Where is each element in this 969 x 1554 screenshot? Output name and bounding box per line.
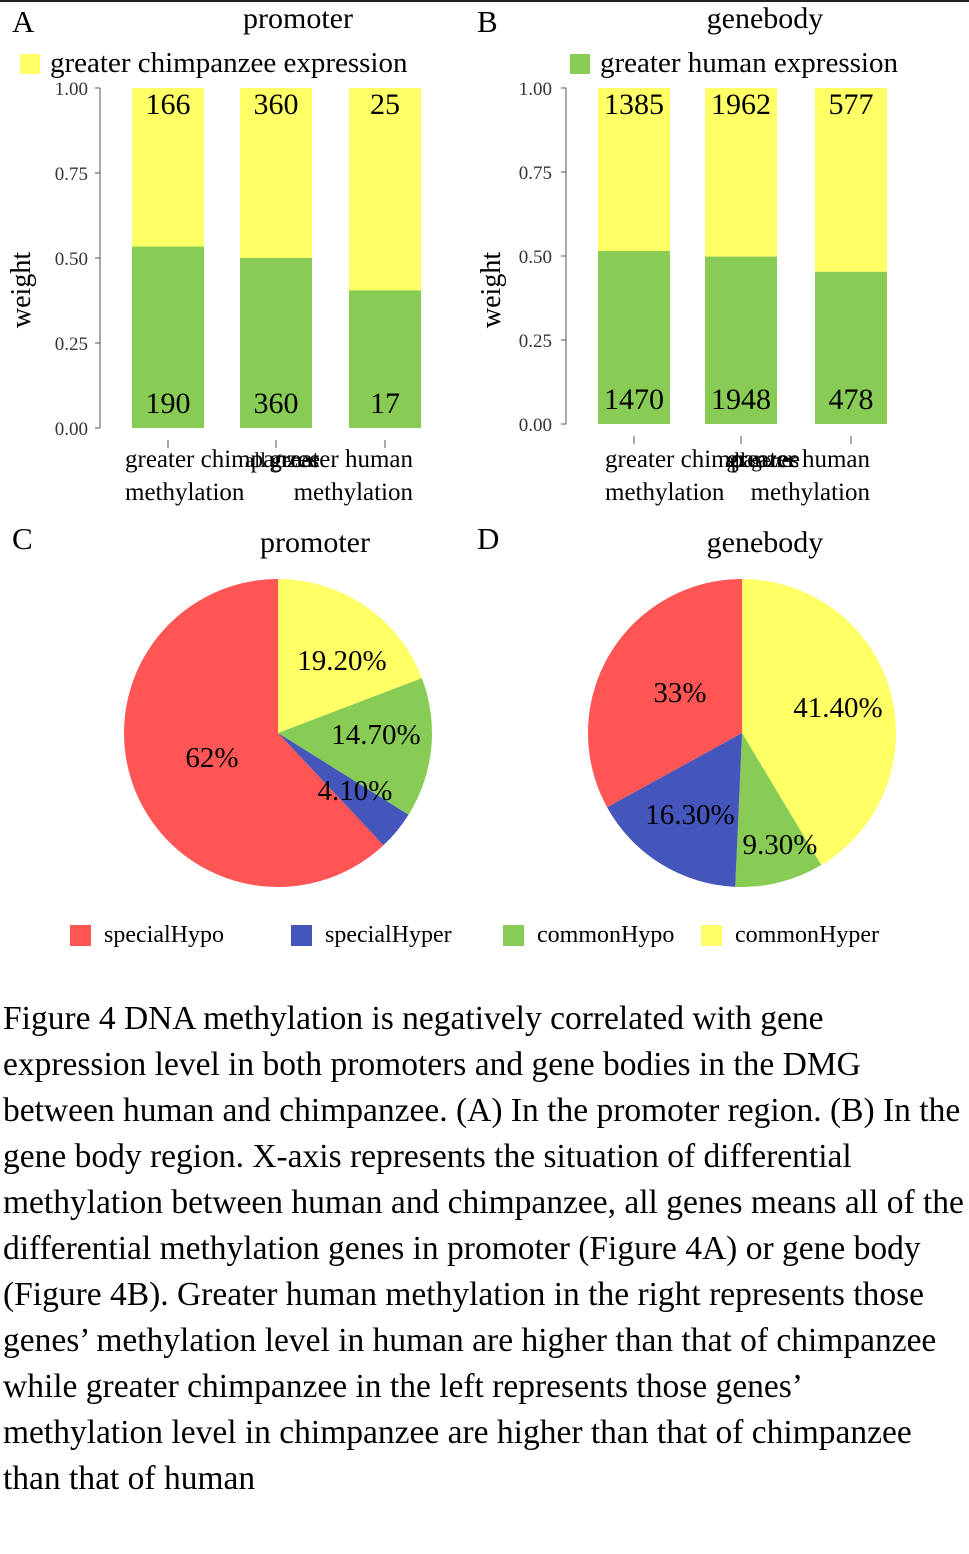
chart-title: genebody xyxy=(707,526,824,559)
bar-data-label: 25 xyxy=(370,88,400,121)
x-tick-label: methylation xyxy=(605,479,725,506)
bar-data-label: 1948 xyxy=(711,383,771,416)
y-tick-label: 0.75 xyxy=(519,163,552,184)
y-axis-label: weight xyxy=(476,252,507,328)
pie-slice-label: 16.30% xyxy=(645,799,734,831)
x-tick-label: greater chimpanzee xyxy=(125,446,320,473)
bar-data-label: 17 xyxy=(370,387,400,420)
bar-data-label: 1470 xyxy=(604,383,664,416)
pie-slice-label: 62% xyxy=(185,742,238,774)
bar-segment-green xyxy=(349,290,421,428)
bar-segment-yellow xyxy=(132,88,204,247)
legend-label: greater human expression xyxy=(600,47,898,79)
pie-slice-specialHypo xyxy=(124,579,384,887)
pie-slice-specialHypo xyxy=(588,579,742,808)
legend-swatch xyxy=(503,925,524,946)
legend-label: commonHypo xyxy=(537,922,674,948)
pie-slice-label: 9.30% xyxy=(743,829,818,861)
bar-segment-yellow xyxy=(705,88,777,257)
bar-data-label: 1962 xyxy=(711,88,771,121)
panel-letter: B xyxy=(477,4,498,39)
bar-data-label: 360 xyxy=(254,88,299,121)
bar-segment-yellow xyxy=(240,88,312,258)
x-tick-label: methylation xyxy=(294,479,414,506)
bar-segment-green xyxy=(815,271,887,424)
y-tick-label: 1.00 xyxy=(55,79,88,100)
pie-slice-label: 4.10% xyxy=(318,775,393,807)
pie-slice-label: 33% xyxy=(653,677,706,709)
panel-letter: C xyxy=(12,521,33,556)
chart-title: genebody xyxy=(707,2,824,35)
bar-segment-green xyxy=(240,258,312,428)
bar-data-label: 478 xyxy=(829,383,874,416)
bar-data-label: 1385 xyxy=(604,88,664,121)
y-axis-label: weight xyxy=(6,252,37,328)
pie-slice-specialHyper xyxy=(278,733,409,846)
chart-title: promoter xyxy=(243,2,353,35)
legend-label: specialHypo xyxy=(104,922,224,948)
pie-slice-commonHyper xyxy=(278,579,422,733)
pie-slice-label: 14.70% xyxy=(331,719,420,751)
panel-letter: A xyxy=(12,4,35,39)
bar-segment-yellow xyxy=(598,88,670,251)
legend-label: commonHyper xyxy=(735,922,879,948)
legend-swatch xyxy=(570,54,590,74)
x-tick-label: all genes xyxy=(245,448,319,472)
y-tick-label: 0.00 xyxy=(519,415,552,436)
bar-segment-green xyxy=(132,246,204,428)
x-tick-label: methylation xyxy=(125,479,245,506)
legend-label: specialHyper xyxy=(325,922,452,948)
figure-caption: Figure 4 DNA methylation is negatively c… xyxy=(3,1000,964,1497)
bar-segment-green xyxy=(598,250,670,424)
bar-segment-green xyxy=(705,256,777,424)
bar-data-label: 166 xyxy=(146,88,191,121)
pie-slice-label: 41.40% xyxy=(793,692,882,724)
bar-segment-yellow xyxy=(349,88,421,291)
y-tick-label: 0.75 xyxy=(55,164,88,185)
legend-swatch xyxy=(70,925,91,946)
bar-segment-yellow xyxy=(815,88,887,272)
legend-swatch xyxy=(20,54,40,74)
legend-swatch xyxy=(291,925,312,946)
y-tick-label: 0.00 xyxy=(55,419,88,440)
x-tick-label: greater chimpanzee xyxy=(605,446,800,473)
pie-slice-commonHypo xyxy=(278,678,432,815)
pie-slice-specialHyper xyxy=(607,733,742,887)
y-tick-label: 1.00 xyxy=(519,79,552,100)
x-tick-label: greater human xyxy=(726,446,870,473)
pie-legend: specialHypo specialHyper commonHypo commonH… xyxy=(70,922,879,948)
pie-slice-commonHypo xyxy=(735,733,822,887)
x-tick-label: all genes xyxy=(725,448,799,472)
panel-letter: D xyxy=(477,521,499,556)
y-tick-label: 0.50 xyxy=(519,247,552,268)
legend-label: greater chimpanzee expression xyxy=(50,47,408,79)
x-tick-label: methylation xyxy=(751,479,871,506)
legend-swatch xyxy=(701,925,722,946)
y-tick-label: 0.25 xyxy=(519,331,552,352)
bar-data-label: 577 xyxy=(829,88,874,121)
chart-title: promoter xyxy=(260,526,370,559)
bar-data-label: 190 xyxy=(146,387,191,420)
x-tick-label: greater human xyxy=(269,446,413,473)
y-tick-label: 0.50 xyxy=(55,249,88,270)
bar-data-label: 360 xyxy=(254,387,299,420)
pie-slice-commonHyper xyxy=(742,579,896,866)
y-tick-label: 0.25 xyxy=(55,334,88,355)
pie-slice-label: 19.20% xyxy=(297,645,386,677)
